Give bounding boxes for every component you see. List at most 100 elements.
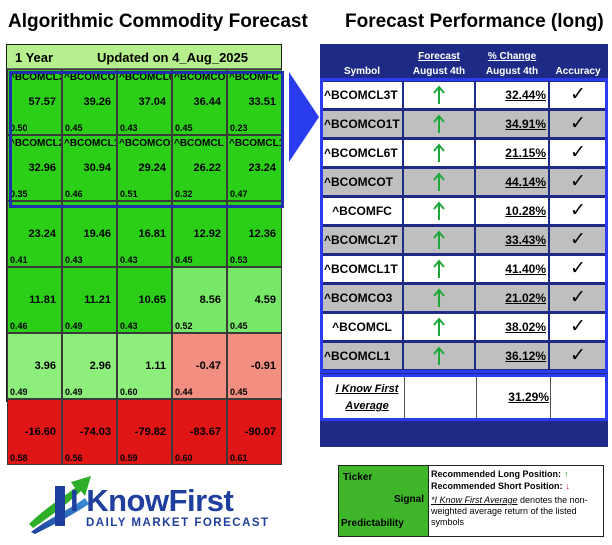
cell-predictability: 0.60 bbox=[120, 387, 138, 397]
forecast-cell: ^BCOMCL6T 37.04 0.43 bbox=[117, 69, 172, 135]
row-change: 36.12% bbox=[476, 343, 548, 369]
grid-header: 1 Year Updated on 4_Aug_2025 bbox=[7, 45, 281, 69]
row-change: 44.14% bbox=[476, 169, 548, 195]
performance-row: ^BCOMCO3 21.02% ✓ bbox=[320, 284, 608, 312]
chevron-right-icon bbox=[289, 72, 319, 162]
forecast-cell: 16.81 0.43 bbox=[117, 201, 172, 267]
up-arrow-icon bbox=[433, 317, 445, 336]
cell-predictability: 0.45 bbox=[230, 321, 248, 331]
cell-predictability: 0.50 bbox=[10, 123, 28, 133]
row-forecast bbox=[404, 256, 474, 282]
cell-signal: 33.51 bbox=[248, 96, 276, 108]
forecast-cell: -83.67 0.60 bbox=[172, 399, 227, 465]
row-forecast bbox=[404, 82, 474, 108]
cell-symbol: ^BCOMCL bbox=[174, 138, 224, 149]
checkmark-icon: ✓ bbox=[550, 111, 606, 137]
period-label: 1 Year bbox=[15, 50, 54, 65]
row-forecast bbox=[404, 140, 474, 166]
forecast-cell: 1.11 0.60 bbox=[117, 333, 172, 399]
legend-note-highlight: *I Know First Average bbox=[431, 495, 518, 505]
row-symbol: ^BCOMCO3 bbox=[322, 285, 402, 311]
i-know-first-logo-icon bbox=[29, 476, 91, 534]
legend-note: *I Know First Average denotes the non-we… bbox=[431, 495, 603, 528]
change-date-header: August 4th bbox=[485, 66, 539, 77]
forecast-cell: 11.81 0.46 bbox=[7, 267, 62, 333]
left-title: Algorithmic Commodity Forecast bbox=[8, 11, 308, 32]
cell-signal: 23.24 bbox=[28, 228, 56, 240]
legend-signal-label: Signal bbox=[393, 494, 424, 505]
checkmark-icon: ✓ bbox=[550, 198, 606, 224]
cell-predictability: 0.51 bbox=[120, 189, 138, 199]
change-header: % Change bbox=[487, 51, 537, 62]
forecast-header: Forecast bbox=[418, 51, 460, 62]
cell-signal: 36.44 bbox=[193, 96, 221, 108]
average-divider bbox=[550, 377, 551, 418]
down-arrow-icon: ↓ bbox=[565, 481, 571, 491]
cell-predictability: 0.43 bbox=[120, 123, 138, 133]
performance-row: ^BCOMCL3T 32.44% ✓ bbox=[320, 81, 608, 109]
up-arrow-icon bbox=[433, 259, 445, 278]
checkmark-icon: ✓ bbox=[550, 227, 606, 253]
row-change: 32.44% bbox=[476, 82, 548, 108]
row-symbol: ^BCOMCO1T bbox=[322, 111, 402, 137]
cell-predictability: 0.52 bbox=[175, 321, 193, 331]
cell-signal: -16.60 bbox=[24, 426, 56, 438]
average-divider bbox=[404, 377, 405, 418]
up-arrow-icon bbox=[433, 346, 445, 365]
cell-predictability: 0.53 bbox=[230, 255, 248, 265]
row-forecast bbox=[404, 169, 474, 195]
cell-predictability: 0.45 bbox=[175, 255, 193, 265]
cell-predictability: 0.44 bbox=[175, 387, 193, 397]
legend-ticker-label: Ticker bbox=[343, 472, 373, 483]
cell-signal: 12.92 bbox=[193, 228, 221, 240]
forecast-cell: -16.60 0.58 bbox=[7, 399, 62, 465]
average-label-line-1: I Know First bbox=[335, 383, 399, 395]
cell-symbol: ^BCOMCL1T bbox=[64, 138, 116, 149]
cell-signal: 10.65 bbox=[138, 294, 166, 306]
legend-predictability-label: Predictability bbox=[341, 518, 404, 529]
performance-row: ^BCOMCO1T 34.91% ✓ bbox=[320, 110, 608, 138]
performance-row: ^BCOMCL1T 41.40% ✓ bbox=[320, 255, 608, 283]
row-change: 21.02% bbox=[476, 285, 548, 311]
row-symbol: ^BCOMCL1T bbox=[322, 256, 402, 282]
row-symbol: ^BCOMCL2T bbox=[322, 227, 402, 253]
cell-signal: 12.36 bbox=[248, 228, 276, 240]
cell-predictability: 0.47 bbox=[230, 189, 248, 199]
up-arrow-icon bbox=[433, 114, 445, 133]
row-change: 38.02% bbox=[476, 314, 548, 340]
forecast-cell: 10.65 0.43 bbox=[117, 267, 172, 333]
cell-symbol: ^BCOMFC bbox=[229, 72, 279, 83]
row-symbol: ^BCOMCL3T bbox=[322, 82, 402, 108]
cell-signal: 19.46 bbox=[83, 228, 111, 240]
forecast-cell: ^BCOMCO3 29.24 0.51 bbox=[117, 135, 172, 201]
row-change: 21.15% bbox=[476, 140, 548, 166]
cell-predictability: 0.43 bbox=[120, 255, 138, 265]
cell-signal: 57.57 bbox=[28, 96, 56, 108]
performance-row: ^BCOMCOT 44.14% ✓ bbox=[320, 168, 608, 196]
cell-symbol: ^BCOMCO3 bbox=[119, 138, 172, 149]
checkmark-icon: ✓ bbox=[550, 169, 606, 195]
cell-predictability: 0.49 bbox=[10, 387, 28, 397]
up-arrow-icon bbox=[433, 172, 445, 191]
up-arrow-icon bbox=[433, 201, 445, 220]
performance-row: ^BCOMCL6T 21.15% ✓ bbox=[320, 139, 608, 167]
checkmark-icon: ✓ bbox=[550, 256, 606, 282]
symbol-header: Symbol bbox=[343, 66, 381, 77]
cell-predictability: 0.61 bbox=[230, 453, 248, 463]
row-forecast bbox=[404, 343, 474, 369]
cell-symbol: ^BCOMCL2T bbox=[9, 138, 61, 149]
performance-table: Symbol Forecast August 4th % Change Augu… bbox=[320, 44, 608, 447]
cell-symbol: ^BCOMCL1 bbox=[229, 138, 282, 149]
cell-signal: -0.47 bbox=[195, 360, 221, 372]
forecast-cell: 23.24 0.41 bbox=[7, 201, 62, 267]
row-forecast bbox=[404, 111, 474, 137]
cell-predictability: 0.46 bbox=[10, 321, 28, 331]
cell-predictability: 0.60 bbox=[175, 453, 193, 463]
cell-predictability: 0.41 bbox=[10, 255, 28, 265]
forecast-cell: 3.96 0.49 bbox=[7, 333, 62, 399]
average-label: I Know First Average bbox=[331, 381, 403, 417]
cell-signal: 11.21 bbox=[84, 294, 111, 306]
row-symbol: ^BCOMCL6T bbox=[322, 140, 402, 166]
cell-signal: 2.96 bbox=[89, 360, 111, 372]
row-forecast bbox=[404, 314, 474, 340]
